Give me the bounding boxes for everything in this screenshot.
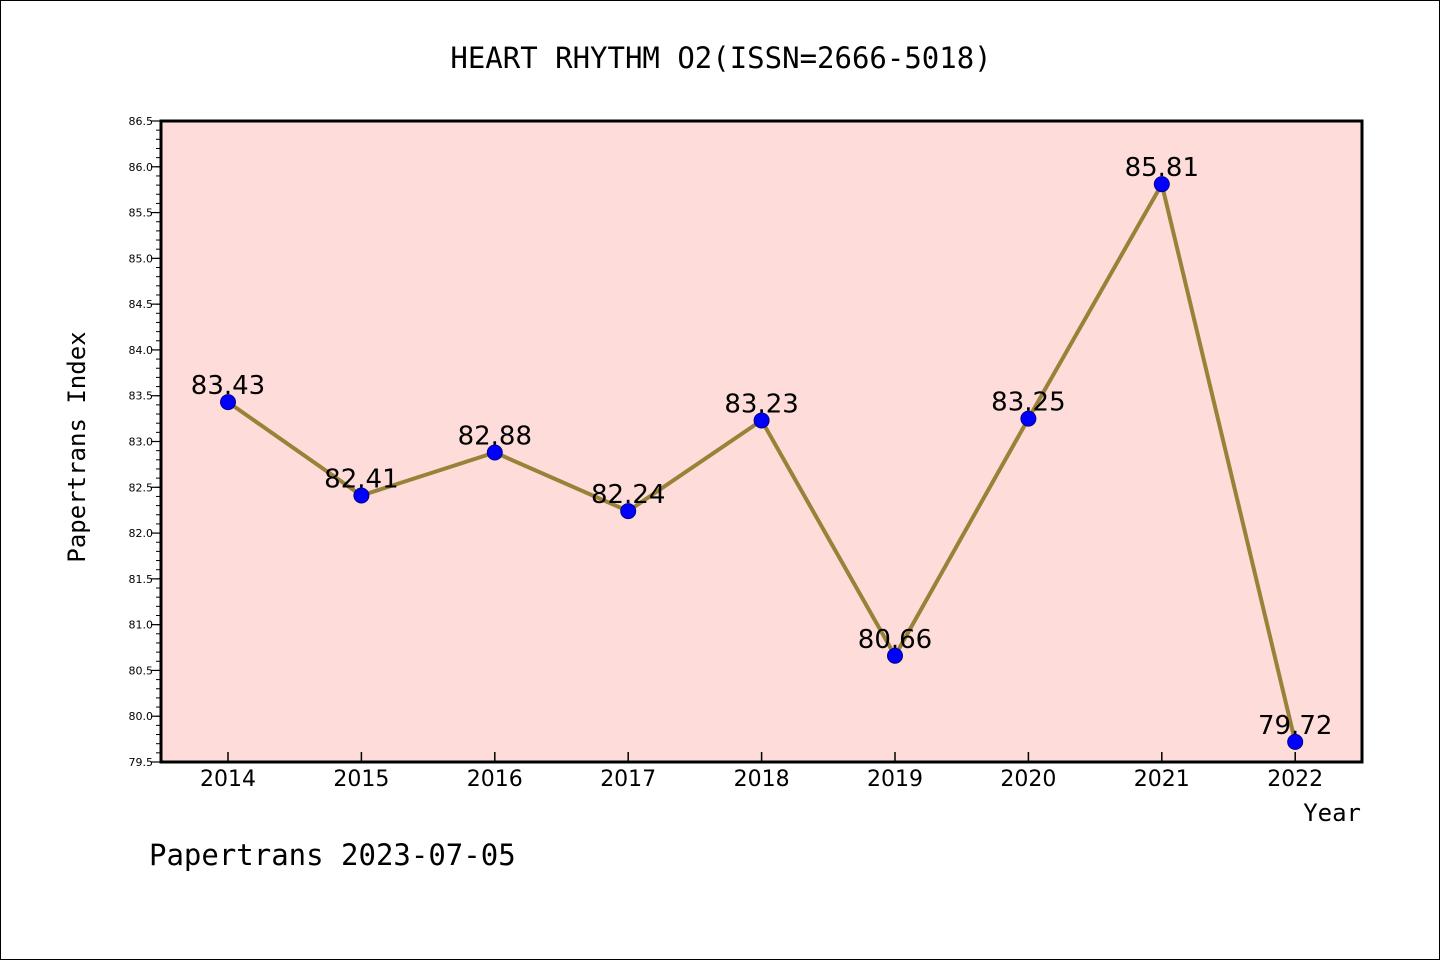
data-point [753, 412, 770, 429]
x-tick-label: 2017 [600, 767, 656, 792]
y-tick-label: 81.5 [129, 573, 154, 586]
y-axis: 79.5 80.0 80.5 81.0 81.5 82.0 82.5 83.0 83.5 84.0… [129, 115, 161, 769]
x-tick-label: 2021 [1134, 767, 1190, 792]
data-markers [220, 176, 1304, 750]
data-point [220, 394, 236, 411]
data-point [1287, 733, 1304, 750]
x-tick-label: 2020 [1000, 767, 1056, 792]
y-tick-label: 79.5 [129, 756, 154, 769]
x-tick-label: 2018 [734, 767, 790, 792]
x-tick-label: 2019 [867, 767, 923, 792]
data-label: 83.43 [191, 371, 265, 401]
y-tick-label: 85.0 [129, 252, 154, 265]
x-tick-label: 2016 [467, 767, 523, 792]
y-tick-label: 82.0 [129, 527, 154, 540]
data-point [620, 503, 637, 520]
footer-caption: Papertrans 2023-07-05 [149, 838, 516, 872]
plot-area [161, 121, 1362, 762]
data-label: 82.41 [324, 465, 398, 495]
x-axis-label: Year [1303, 799, 1361, 827]
y-tick-label: 86.5 [129, 115, 154, 128]
y-axis-label: Papertrans Index [63, 331, 91, 562]
y-tick-label: 80.0 [129, 710, 154, 723]
data-point [1153, 176, 1170, 193]
y-tick-label: 82.5 [129, 481, 154, 494]
data-labels: 83.43 82.41 82.88 82.24 83.23 80.66 83.25 85.81… [191, 153, 1333, 741]
data-point [353, 487, 370, 504]
data-label: 85.81 [1125, 153, 1199, 183]
y-tick-label: 83.5 [129, 390, 154, 403]
x-tick-label: 2014 [200, 767, 256, 792]
x-axis: 2014 2015 2016 2017 2018 2019 2020 2021 2022 [200, 752, 1323, 792]
y-tick-label: 80.5 [129, 664, 154, 677]
data-label: 80.66 [858, 625, 932, 655]
data-label: 79.72 [1258, 711, 1332, 741]
chart-title: HEART RHYTHM O2(ISSN=2666-5018) [450, 41, 991, 75]
data-label: 82.88 [458, 421, 532, 451]
y-tick-label: 84.0 [129, 344, 154, 357]
data-label: 83.25 [991, 388, 1065, 418]
y-tick-label: 86.0 [129, 161, 154, 174]
x-tick-label: 2015 [333, 767, 389, 792]
y-tick-label: 84.5 [129, 298, 154, 311]
data-label: 83.23 [724, 389, 798, 419]
y-tick-label: 81.0 [129, 619, 154, 632]
data-point [486, 444, 503, 461]
y-tick-label: 85.5 [129, 207, 154, 220]
data-point [1020, 410, 1037, 427]
x-tick-label: 2022 [1267, 767, 1323, 792]
data-label: 82.24 [591, 480, 665, 510]
plot-frame [159, 119, 1364, 764]
data-point [887, 647, 903, 664]
y-tick-label: 83.0 [129, 436, 154, 449]
